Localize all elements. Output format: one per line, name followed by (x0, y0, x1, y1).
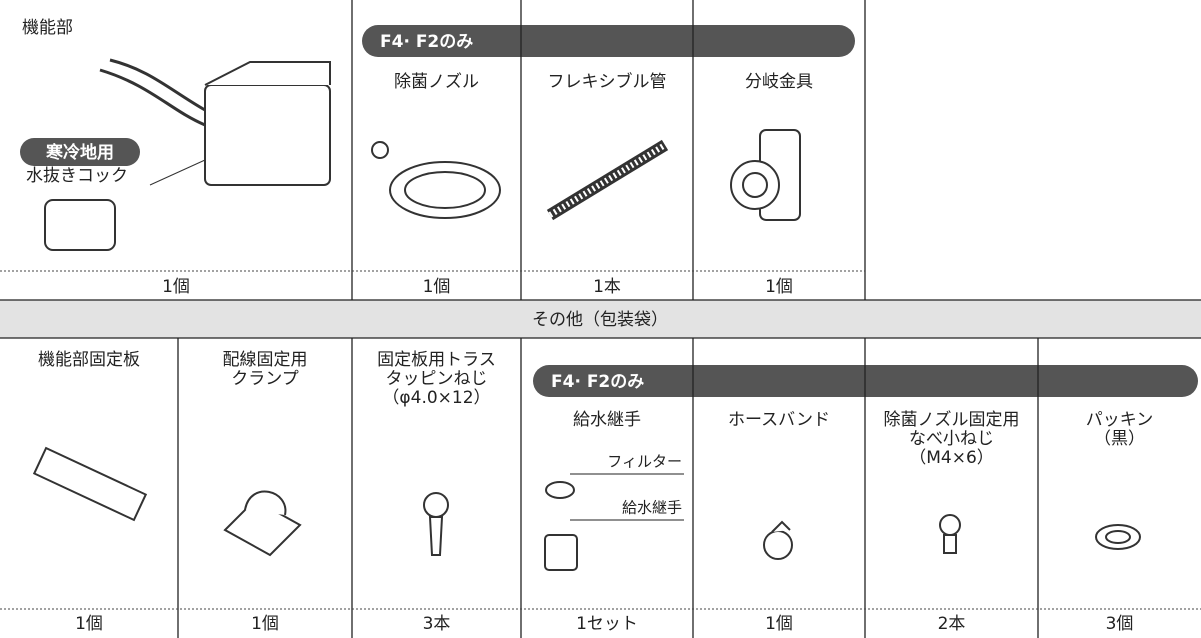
part-label: タッピンねじ (386, 369, 488, 389)
part-label: 除菌ノズル固定用 (884, 410, 1020, 430)
quantity: 1セット (576, 614, 638, 634)
quantity: 1個 (765, 614, 793, 634)
part-label: なべ小ねじ (909, 429, 994, 449)
badge: 寒冷地用 (46, 142, 114, 163)
part-label: フレキシブル管 (548, 71, 667, 92)
section-band (0, 300, 1201, 338)
part-label: （M4×6） (909, 448, 994, 468)
quantity: 3本 (423, 614, 451, 634)
quantity: 1個 (423, 277, 451, 297)
part-label: （黒） (1094, 429, 1145, 449)
quantity: 3個 (1106, 614, 1134, 634)
quantity: 1個 (162, 277, 190, 297)
quantity: 1個 (251, 614, 279, 634)
section-title: その他（包装袋） (532, 310, 668, 330)
callout-label: 水抜きコック (26, 166, 128, 186)
quantity: 1個 (765, 277, 793, 297)
part-label: 固定板用トラス (377, 350, 496, 370)
part-label: 機能部固定板 (38, 350, 140, 370)
part-label: パッキン (1086, 410, 1154, 430)
part-label: 除菌ノズル (394, 72, 479, 92)
part-label: 給水継手 (573, 410, 641, 430)
illustrations (20, 58, 1141, 571)
banner (362, 25, 855, 57)
part-label: クランプ (231, 369, 299, 389)
part-label: ホースバンド (728, 410, 830, 430)
part-label: 配線固定用 (223, 350, 308, 370)
part-label: （φ4.0×12） (382, 388, 490, 408)
quantity: 2本 (938, 614, 966, 634)
quantity: 1個 (75, 614, 103, 634)
sub-label: フィルター (607, 453, 682, 471)
banner-text: F4· F2のみ (551, 372, 644, 392)
part-label: 機能部 (22, 18, 73, 38)
part-label: 分岐金具 (745, 72, 813, 92)
quantity: 1本 (593, 277, 621, 297)
banner-text: F4· F2のみ (380, 32, 473, 52)
sub-label: 給水継手 (622, 499, 682, 517)
dotted-lines (0, 270, 1201, 610)
